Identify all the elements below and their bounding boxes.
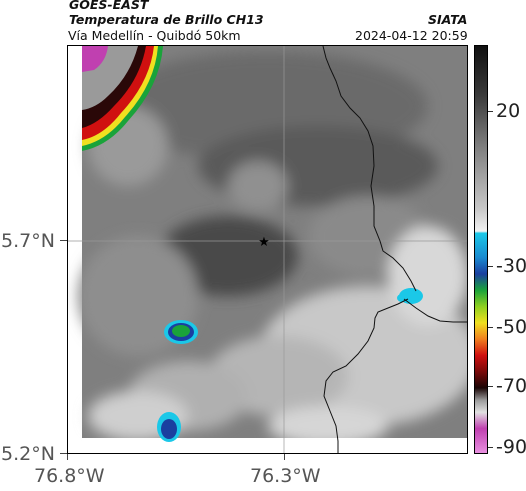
colorbar-tick: [488, 386, 493, 387]
colorbar-tick: [488, 327, 493, 328]
xtick-mark: [284, 454, 285, 460]
xtick-mark: [67, 454, 68, 460]
colorbar-label-minus50: -50: [496, 316, 526, 338]
org-label: SIATA: [428, 12, 468, 27]
colorbar-tick: [488, 266, 493, 267]
colorbar-label-minus30: -30: [496, 255, 526, 277]
satellite-title: GOES-EAST: [69, 0, 149, 12]
xtick-label-76.3: 76.3°W: [250, 465, 321, 487]
colorbar-tick: [488, 111, 493, 112]
graticule: [68, 46, 467, 453]
colorbar-tick: [488, 447, 493, 448]
brightness-temperature-map: ★: [67, 45, 468, 454]
colorbar-gradient: [475, 46, 487, 453]
datetime-label: 2024-04-12 20:59: [355, 28, 468, 43]
boundary-lines: [322, 46, 467, 453]
cold-cell-south: [157, 412, 181, 442]
cold-cell-west: [164, 320, 198, 344]
xtick-label-76.8: 76.8°W: [34, 465, 105, 487]
product-title: Temperatura de Brillo CH13: [69, 12, 264, 27]
colorbar-label-minus90: -90: [496, 436, 526, 458]
colorbar-label-20: 20: [496, 100, 521, 122]
star-icon: ★: [258, 235, 270, 250]
colorbar: [474, 45, 488, 454]
route-label: Vía Medellín - Quibdó 50km: [68, 28, 241, 43]
colorbar-label-minus70: -70: [496, 375, 526, 397]
cloud-field: [78, 46, 467, 453]
storm-cell-northwest: [82, 46, 163, 151]
ytick-label-5.7: 5.7°N: [1, 230, 55, 252]
ytick-mark: [60, 240, 67, 241]
ytick-label-5.2: 5.2°N: [1, 443, 55, 465]
map-canvas: ★: [68, 46, 467, 453]
ytick-mark: [60, 453, 67, 454]
